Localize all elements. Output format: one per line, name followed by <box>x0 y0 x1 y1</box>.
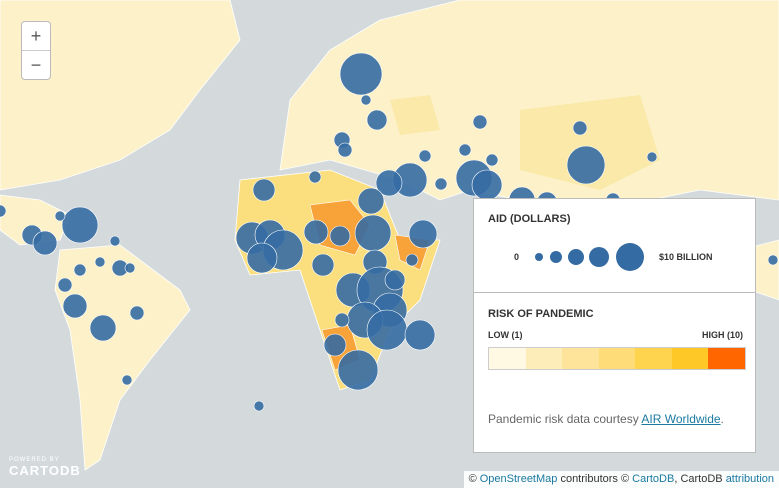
size-swatch <box>589 247 609 267</box>
aid-bubble[interactable] <box>566 145 606 185</box>
aid-bubble[interactable] <box>334 312 350 328</box>
aid-bubble[interactable] <box>366 309 408 351</box>
aid-bubble[interactable] <box>418 149 432 163</box>
aid-bubble[interactable] <box>472 114 488 130</box>
aid-bubble[interactable] <box>303 219 329 245</box>
size-swatch <box>616 243 644 271</box>
aid-bubble[interactable] <box>404 319 436 351</box>
size-swatch <box>550 251 562 263</box>
aid-bubble[interactable] <box>94 256 106 268</box>
aid-bubble[interactable] <box>646 151 658 163</box>
aid-bubble[interactable] <box>354 214 392 252</box>
aid-bubble[interactable] <box>73 263 87 277</box>
central-america <box>0 194 71 246</box>
aid-bubble[interactable] <box>366 109 388 131</box>
credit-link[interactable]: AIR Worldwide <box>641 412 721 426</box>
aid-bubble[interactable] <box>405 253 419 267</box>
credit-end: . <box>720 412 724 426</box>
color-scale <box>488 347 746 370</box>
zoom-control: + − <box>21 21 51 80</box>
aid-bubble[interactable] <box>89 314 117 342</box>
aid-bubble[interactable] <box>471 169 503 201</box>
aid-bubble[interactable] <box>62 293 88 319</box>
logo: POWERED BY CARTODB <box>9 457 81 478</box>
aid-bubble[interactable] <box>109 235 121 247</box>
aid-bubble[interactable] <box>357 187 385 215</box>
legend: AID (DOLLARS) 0 $10 BILLION RISK OF PAND… <box>473 198 756 453</box>
attr-link[interactable]: CartoDB <box>632 473 675 485</box>
aid-bubble[interactable] <box>57 277 73 293</box>
aid-bubble[interactable] <box>375 169 403 197</box>
credit-text: Pandemic risk data courtesy <box>488 412 642 426</box>
credit: Pandemic risk data courtesy AIR Worldwid… <box>488 412 724 426</box>
aid-bubble[interactable] <box>121 374 133 386</box>
legend-title: AID (DOLLARS) <box>488 213 571 225</box>
aid-bubble[interactable] <box>323 333 347 357</box>
aid-bubble[interactable] <box>384 269 406 291</box>
zoom-in[interactable]: + <box>30 26 42 46</box>
attr-link[interactable]: OpenStreetMap <box>479 473 558 485</box>
aid-bubble[interactable] <box>308 170 322 184</box>
attribution: © OpenStreetMap contributors © CartoDB, … <box>463 471 779 488</box>
attr-text: , CartoDB <box>674 473 726 485</box>
size-swatch <box>568 249 584 265</box>
north-america <box>0 0 241 191</box>
attr-text: © <box>468 473 480 485</box>
aid-bubble[interactable] <box>329 225 351 247</box>
size-swatch <box>535 253 543 261</box>
aid-bubble[interactable] <box>246 242 278 274</box>
size-legend <box>535 243 644 271</box>
aid-bubble[interactable] <box>337 142 353 158</box>
aid-bubble[interactable] <box>32 230 58 256</box>
aid-bubble[interactable] <box>485 153 499 167</box>
aid-bubble[interactable] <box>129 305 145 321</box>
aid-bubble[interactable] <box>0 204 7 218</box>
legend-low: LOW (1) <box>488 330 523 340</box>
aid-bubble[interactable] <box>337 349 379 391</box>
legend-title: RISK OF PANDEMIC <box>488 308 594 320</box>
legend-max: $10 BILLION <box>659 252 713 262</box>
logo-name: CARTODB <box>9 463 81 478</box>
aid-bubble[interactable] <box>408 219 438 249</box>
aid-bubble[interactable] <box>572 120 588 136</box>
aid-bubble[interactable] <box>253 400 265 412</box>
zoom-out[interactable]: − <box>22 50 50 79</box>
legend-min: 0 <box>514 252 520 262</box>
logo-powered: POWERED BY <box>9 457 60 463</box>
aid-bubble[interactable] <box>458 143 472 157</box>
aid-bubble[interactable] <box>339 52 383 96</box>
aid-bubble[interactable] <box>61 206 99 244</box>
aid-bubble[interactable] <box>767 254 779 266</box>
asia-region <box>390 95 440 135</box>
south-america <box>54 244 191 471</box>
aid-bubble[interactable] <box>54 210 66 222</box>
aid-bubble[interactable] <box>252 178 276 202</box>
asia-region <box>520 95 660 190</box>
aid-bubble[interactable] <box>360 94 372 106</box>
aid-bubble[interactable] <box>124 262 136 274</box>
aid-bubble[interactable] <box>434 177 448 191</box>
aid-bubble[interactable] <box>311 253 335 277</box>
attr-link[interactable]: attribution <box>725 473 774 485</box>
attr-text: contributors © <box>557 473 633 485</box>
legend-high: HIGH (10) <box>701 330 743 340</box>
